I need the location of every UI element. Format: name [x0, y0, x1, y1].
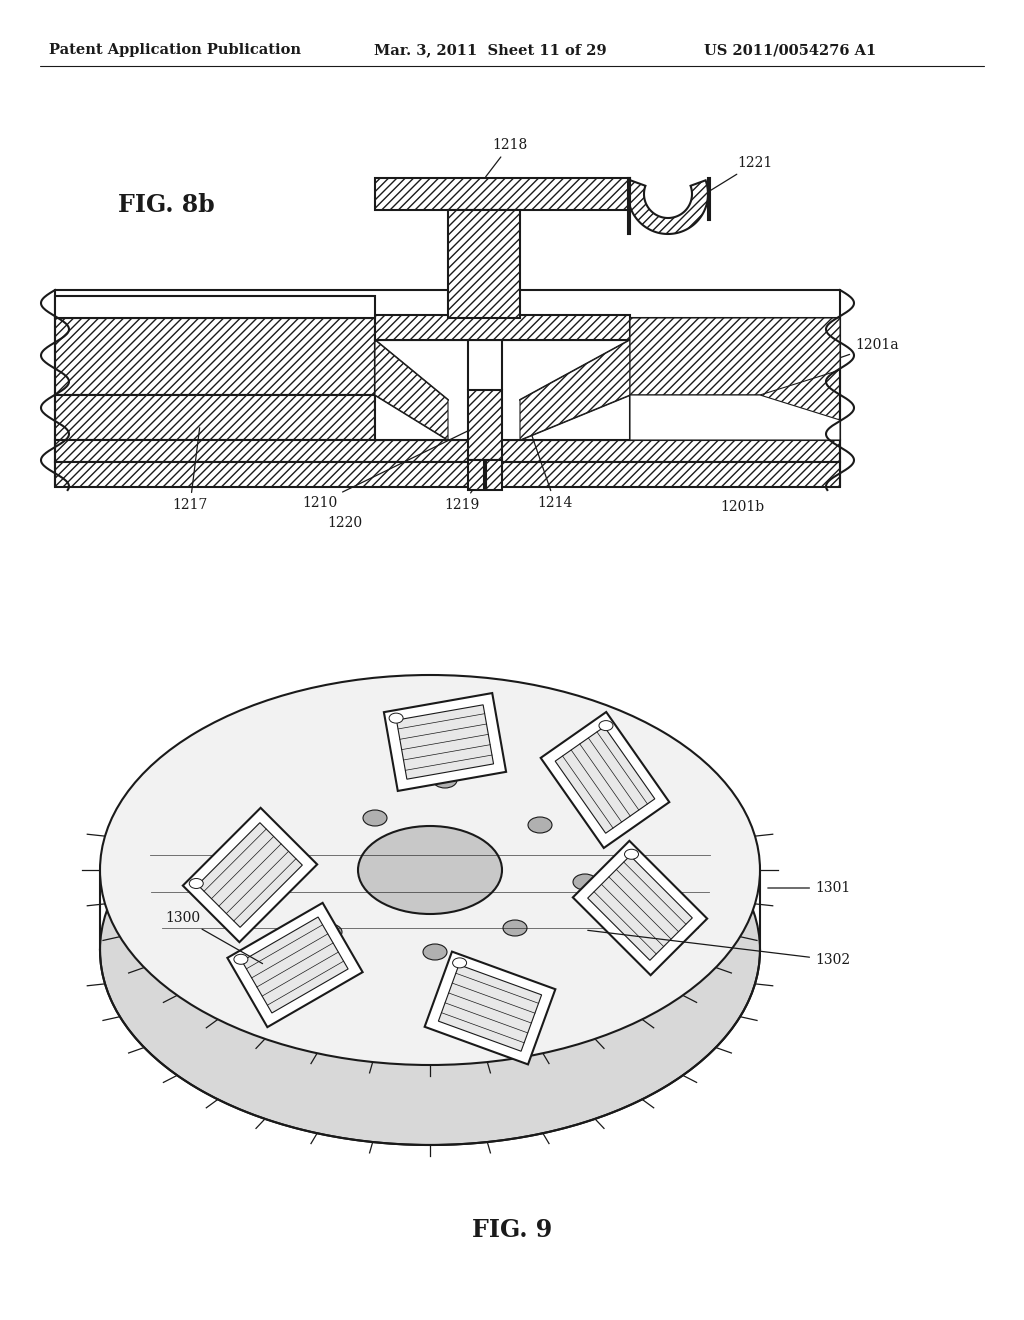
Ellipse shape: [423, 944, 447, 960]
Ellipse shape: [100, 755, 760, 1144]
Text: 1301: 1301: [768, 880, 850, 895]
Ellipse shape: [453, 958, 467, 968]
Polygon shape: [55, 318, 375, 395]
Polygon shape: [375, 178, 630, 210]
Polygon shape: [55, 440, 840, 462]
Ellipse shape: [100, 675, 760, 1065]
Text: 1210: 1210: [302, 426, 476, 510]
Text: FIG. 9: FIG. 9: [472, 1218, 552, 1242]
Text: 1300: 1300: [165, 911, 262, 964]
Polygon shape: [708, 178, 710, 220]
Ellipse shape: [318, 924, 342, 940]
Polygon shape: [572, 841, 708, 975]
Ellipse shape: [233, 954, 248, 965]
Ellipse shape: [433, 772, 457, 788]
Text: 1302: 1302: [588, 931, 850, 968]
Text: US 2011/0054276 A1: US 2011/0054276 A1: [703, 44, 877, 57]
Ellipse shape: [243, 857, 267, 873]
Polygon shape: [375, 341, 630, 440]
Polygon shape: [396, 705, 494, 779]
Polygon shape: [242, 917, 348, 1012]
Polygon shape: [55, 296, 375, 318]
Text: 1218: 1218: [485, 139, 527, 177]
Polygon shape: [555, 727, 654, 833]
Ellipse shape: [573, 874, 597, 890]
Ellipse shape: [625, 849, 639, 859]
Polygon shape: [588, 855, 692, 961]
Ellipse shape: [528, 817, 552, 833]
Polygon shape: [630, 318, 840, 440]
Polygon shape: [227, 903, 362, 1027]
Text: FIG. 8b: FIG. 8b: [118, 193, 214, 216]
Polygon shape: [628, 178, 630, 234]
Text: 1217: 1217: [172, 428, 208, 512]
Polygon shape: [520, 341, 630, 440]
Text: Mar. 3, 2011  Sheet 11 of 29: Mar. 3, 2011 Sheet 11 of 29: [374, 44, 606, 57]
Ellipse shape: [358, 826, 502, 913]
Ellipse shape: [189, 879, 203, 888]
Polygon shape: [425, 952, 555, 1064]
Polygon shape: [468, 459, 484, 490]
Polygon shape: [55, 462, 840, 487]
Polygon shape: [55, 395, 375, 440]
Polygon shape: [449, 210, 520, 318]
Polygon shape: [468, 389, 502, 459]
Text: Patent Application Publication: Patent Application Publication: [49, 44, 301, 57]
Text: 1221: 1221: [711, 156, 773, 190]
Ellipse shape: [599, 721, 613, 730]
Polygon shape: [198, 822, 302, 928]
Ellipse shape: [362, 810, 387, 826]
Polygon shape: [630, 395, 840, 440]
Polygon shape: [541, 711, 670, 847]
Text: 1219: 1219: [444, 473, 485, 512]
Text: 1201a: 1201a: [793, 338, 899, 374]
Text: 1214: 1214: [530, 433, 572, 510]
Polygon shape: [628, 181, 708, 234]
Text: 1220: 1220: [328, 516, 362, 531]
Polygon shape: [384, 693, 506, 791]
Polygon shape: [486, 459, 502, 490]
Polygon shape: [375, 315, 630, 341]
Polygon shape: [630, 318, 840, 395]
Polygon shape: [375, 341, 449, 440]
Text: 1201b: 1201b: [720, 500, 764, 513]
Ellipse shape: [389, 713, 403, 723]
Ellipse shape: [503, 920, 527, 936]
Polygon shape: [438, 965, 542, 1051]
Polygon shape: [183, 808, 317, 942]
